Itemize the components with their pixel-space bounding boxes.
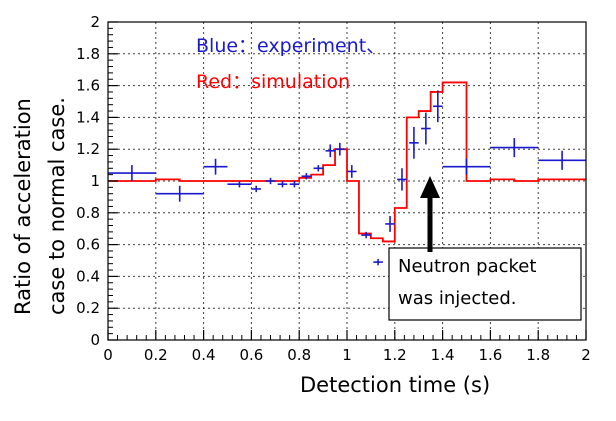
x-tick-label: 1.4 xyxy=(431,346,455,364)
y-axis-title-line-1: Ratio of acceleration xyxy=(11,98,35,315)
legend-experiment: Blue：experiment、 xyxy=(196,35,385,57)
x-tick-label: 1 xyxy=(342,346,352,364)
y-tick-label: 1.4 xyxy=(76,108,100,126)
y-tick-label: 2 xyxy=(90,13,100,31)
experiment-point xyxy=(421,112,431,145)
experiment-point xyxy=(409,126,419,159)
experiment-point xyxy=(301,173,312,180)
x-tick-label: 0.4 xyxy=(192,346,216,364)
experiment-point xyxy=(538,150,586,170)
x-tick-label: 1.6 xyxy=(478,346,502,364)
experiment-point xyxy=(277,181,288,188)
callout-line-2: was injected. xyxy=(398,288,517,309)
y-tick-label: 1 xyxy=(90,172,100,190)
experiment-point xyxy=(442,158,491,175)
y-tick-label: 1.8 xyxy=(76,45,100,63)
legend-simulation: Red：simulation xyxy=(196,71,350,93)
experiment-point xyxy=(347,165,357,178)
x-axis-title: Detection time (s) xyxy=(300,373,490,397)
experiment-series xyxy=(108,90,586,266)
experiment-point xyxy=(265,177,276,185)
x-tick-label: 2 xyxy=(581,346,591,364)
x-tick-label: 0.2 xyxy=(144,346,168,364)
y-axis-title-line-2: case to normal case. xyxy=(45,97,69,315)
y-tick-label: 0.2 xyxy=(76,299,100,317)
experiment-point xyxy=(490,138,539,158)
y-tick-label: 0 xyxy=(90,331,100,349)
y-tick-label: 0.4 xyxy=(76,267,100,285)
y-tick-label: 1.6 xyxy=(76,77,100,95)
experiment-point xyxy=(325,144,336,158)
callout-arrow-head xyxy=(420,176,440,198)
experiment-point xyxy=(335,142,345,156)
callout-box xyxy=(388,247,582,321)
experiment-point xyxy=(203,158,228,175)
experiment-point xyxy=(108,165,156,181)
experiment-point xyxy=(289,181,300,188)
x-tick-label: 1.8 xyxy=(526,346,550,364)
x-tick-label: 0.8 xyxy=(287,346,311,364)
experiment-point xyxy=(251,185,261,193)
x-tick-label: 1.2 xyxy=(383,346,407,364)
experiment-point xyxy=(227,181,252,188)
experiment-point xyxy=(433,90,443,123)
experiment-point xyxy=(155,185,204,202)
experiment-point xyxy=(313,165,324,172)
experiment-point xyxy=(361,231,371,239)
experiment-point xyxy=(385,215,395,232)
experiment-point xyxy=(397,168,407,191)
y-tick-label: 0.8 xyxy=(76,204,100,222)
tick-layer: 0 0.2 0.4 0.6 0.8 1 1.2 1.4 1.6 1.8 2 0 0.2 0.4 0.6 0.8… xyxy=(76,13,591,364)
experiment-point xyxy=(373,258,383,266)
y-tick-label: 0.6 xyxy=(76,236,100,254)
y-tick-label: 1.2 xyxy=(76,140,100,158)
callout-line-1: Neutron packet xyxy=(398,256,536,277)
x-tick-label: 0.6 xyxy=(239,346,263,364)
x-tick-label: 0 xyxy=(103,346,113,364)
